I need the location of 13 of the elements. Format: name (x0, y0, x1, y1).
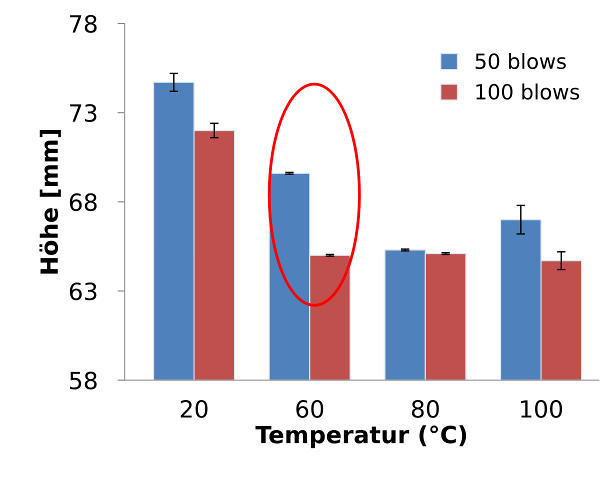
x-tick-label: 100 (521, 400, 562, 418)
y-axis-title: Höhe [mm] (39, 130, 61, 274)
x-tick-label: 60 (296, 400, 324, 418)
y-tick-label: 68 (70, 193, 97, 212)
x-axis-title: Temperatur (°C) (255, 425, 466, 448)
x-tick-label: 80 (412, 400, 439, 418)
legend-label: 100 blows (476, 84, 580, 100)
legend-label: 50 blows (476, 52, 566, 70)
y-tick-label: 58 (70, 372, 97, 390)
y-tick-label: 78 (70, 14, 97, 33)
y-tick-label: 73 (70, 104, 96, 122)
x-tick-label: 20 (180, 400, 208, 418)
y-tick-label: 63 (70, 282, 96, 300)
